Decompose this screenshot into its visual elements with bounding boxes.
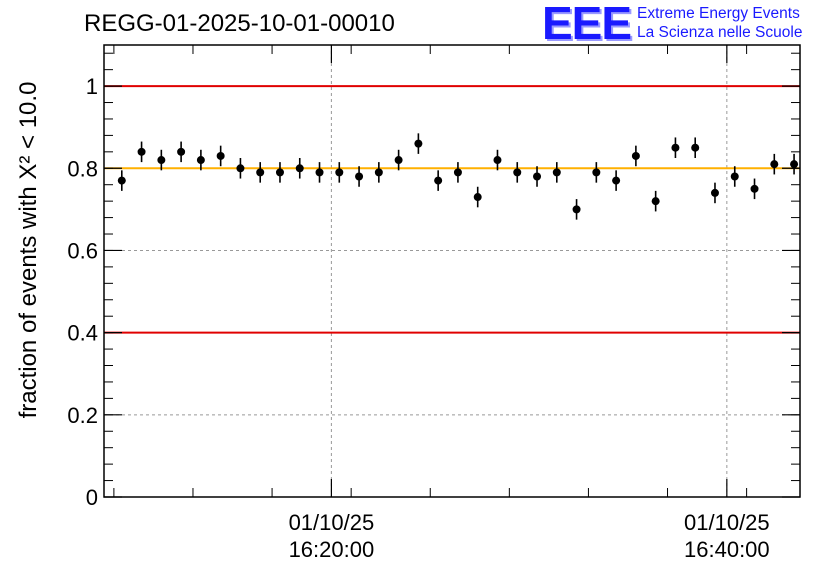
data-point	[513, 168, 522, 177]
reference-lines	[104, 85, 800, 334]
y-tick-label: 0.2	[67, 403, 98, 428]
y-tick-label: 0.6	[67, 238, 98, 263]
data-point	[453, 168, 462, 177]
logo-line-1: Extreme Energy Events	[637, 5, 800, 22]
data-point	[671, 143, 680, 152]
y-axis-ticks: 0 0.2 0.4 0.6 0.8 1	[67, 52, 800, 510]
data-point	[473, 193, 482, 202]
data-point	[177, 147, 186, 156]
data-point	[572, 205, 581, 214]
data-point	[117, 176, 126, 185]
y-axis-label: fraction of events with X² < 10.0	[15, 82, 42, 419]
data-point	[355, 172, 364, 181]
data-point	[414, 139, 423, 148]
data-point	[691, 143, 700, 152]
y-tick-label: 0.4	[67, 321, 98, 346]
y-tick-label: 0	[86, 485, 98, 510]
data-point	[612, 176, 621, 185]
eee-logo: EEE	[542, 0, 632, 49]
data-point	[394, 156, 403, 165]
data-point	[592, 168, 601, 177]
data-point	[631, 151, 640, 160]
data-point	[256, 168, 265, 177]
data-point	[790, 160, 799, 169]
data-point	[651, 197, 660, 206]
data-point	[770, 160, 779, 169]
plot-frame	[103, 44, 801, 498]
data-point	[275, 168, 284, 177]
data-point	[434, 176, 443, 185]
data-point	[552, 168, 561, 177]
data-point	[196, 156, 205, 165]
data-point	[137, 147, 146, 156]
grid-lines	[104, 45, 800, 497]
data-point	[374, 168, 383, 177]
data-point	[295, 164, 304, 173]
data-point	[493, 156, 502, 165]
data-points	[117, 133, 799, 220]
x-tick-date: 01/10/25	[684, 510, 770, 535]
data-point	[710, 188, 719, 197]
chart-title: REGG-01-2025-10-01-00010	[84, 10, 395, 37]
y-tick-label: 1	[86, 74, 98, 99]
eee-logo-text: Extreme Energy Events La Scienza nelle S…	[637, 4, 802, 42]
data-point	[533, 172, 542, 181]
data-point	[157, 156, 166, 165]
data-point	[730, 172, 739, 181]
data-point	[236, 164, 245, 173]
data-point	[335, 168, 344, 177]
data-point	[315, 168, 324, 177]
x-tick-date: 01/10/25	[289, 510, 375, 535]
y-tick-label: 0.8	[67, 156, 98, 181]
x-tick-time: 16:40:00	[684, 537, 770, 562]
data-point	[750, 184, 759, 193]
data-point	[216, 151, 225, 160]
x-axis-ticks: 01/10/2516:20:0001/10/2516:40:0001/10/25…	[113, 45, 770, 562]
logo-line-2: La Scienza nelle Scuole	[637, 24, 803, 41]
x-tick-time: 16:20:00	[289, 537, 375, 562]
